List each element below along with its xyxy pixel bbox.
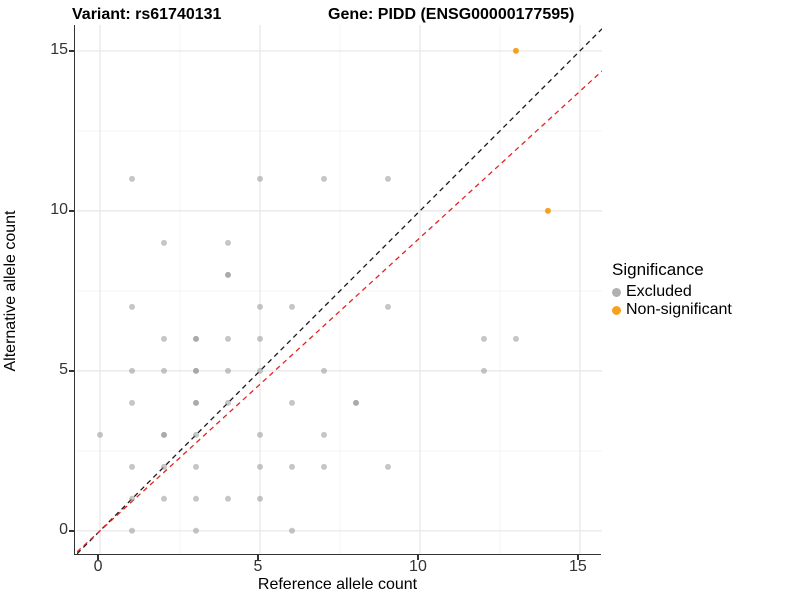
x-tick-label: 5	[253, 558, 263, 575]
data-point-excluded	[224, 271, 231, 278]
data-point-excluded	[256, 367, 263, 374]
data-point-excluded	[352, 399, 359, 406]
x-tick-label: 0	[93, 558, 103, 575]
data-point-excluded	[384, 303, 391, 310]
y-tick-label: 0	[59, 520, 68, 538]
x-axis-tick	[97, 555, 99, 560]
data-point-excluded	[128, 463, 135, 470]
data-point-excluded	[160, 335, 167, 342]
data-point-excluded	[320, 367, 327, 374]
x-tick-label: 15	[569, 558, 587, 575]
data-point-excluded	[256, 303, 263, 310]
data-point-excluded	[288, 399, 295, 406]
data-point-excluded	[96, 431, 103, 438]
data-point-excluded	[192, 527, 199, 534]
data-point-excluded	[224, 367, 231, 374]
data-point-excluded	[192, 463, 199, 470]
x-axis-tick	[417, 555, 419, 560]
data-point-excluded	[256, 495, 263, 502]
y-axis-tick	[69, 370, 74, 372]
data-point-excluded	[192, 367, 199, 374]
legend-label-excluded: Excluded	[626, 283, 692, 300]
data-point-excluded	[256, 335, 263, 342]
data-point-excluded	[224, 239, 231, 246]
excluded-point-icon	[612, 287, 621, 297]
y-axis-tick	[69, 50, 74, 52]
expected-ratio-line	[76, 70, 602, 553]
non-significant-point-icon	[612, 305, 621, 315]
x-axis-tick	[577, 555, 579, 560]
identity-line	[76, 28, 602, 554]
data-point-excluded	[256, 463, 263, 470]
plot-canvas	[76, 25, 602, 554]
data-point-excluded	[288, 463, 295, 470]
legend: Significance Excluded Non-significant	[612, 260, 732, 319]
x-axis-title: Reference allele count	[257, 576, 418, 593]
data-point-excluded	[160, 239, 167, 246]
data-point-excluded	[192, 335, 199, 342]
data-point-excluded	[160, 495, 167, 502]
x-tick-label: 10	[409, 558, 427, 575]
data-point-excluded	[384, 175, 391, 182]
y-axis-title: Alternative allele count	[2, 210, 19, 372]
legend-item-non-significant: Non-significant	[612, 301, 732, 319]
y-tick-label: 10	[50, 200, 68, 218]
data-point-excluded	[128, 367, 135, 374]
y-axis-tick	[69, 210, 74, 212]
data-point-excluded	[480, 335, 487, 342]
data-point-excluded	[512, 335, 519, 342]
data-point-excluded	[192, 399, 199, 406]
data-point-excluded	[128, 303, 135, 310]
data-point-excluded	[288, 527, 295, 534]
y-tick-label: 15	[50, 40, 68, 58]
data-point-excluded	[256, 175, 263, 182]
legend-title: Significance	[612, 260, 704, 279]
data-point-excluded	[160, 431, 167, 438]
data-point-excluded	[160, 463, 167, 470]
plot-title-gene: Gene: PIDD (ENSG00000177595)	[328, 6, 575, 23]
plot-panel	[74, 25, 602, 555]
data-point-excluded	[128, 495, 135, 502]
data-point-excluded	[256, 431, 263, 438]
data-point-excluded	[320, 463, 327, 470]
data-point-excluded	[224, 335, 231, 342]
data-point-excluded	[320, 431, 327, 438]
data-point-non-significant	[512, 47, 519, 54]
data-point-excluded	[288, 303, 295, 310]
data-point-excluded	[128, 527, 135, 534]
data-point-non-significant	[544, 207, 551, 214]
data-point-excluded	[224, 399, 231, 406]
data-point-excluded	[384, 463, 391, 470]
plot-title-variant: Variant: rs61740131	[72, 6, 222, 23]
y-tick-label: 5	[59, 360, 68, 378]
x-axis-tick	[257, 555, 259, 560]
y-axis-tick	[69, 530, 74, 532]
data-point-excluded	[128, 175, 135, 182]
data-point-excluded	[192, 431, 199, 438]
data-point-excluded	[320, 175, 327, 182]
data-point-excluded	[160, 367, 167, 374]
legend-label-non-significant: Non-significant	[626, 301, 732, 318]
data-point-excluded	[128, 399, 135, 406]
data-point-excluded	[224, 495, 231, 502]
data-point-excluded	[192, 495, 199, 502]
data-point-excluded	[480, 367, 487, 374]
legend-item-excluded: Excluded	[612, 283, 732, 301]
